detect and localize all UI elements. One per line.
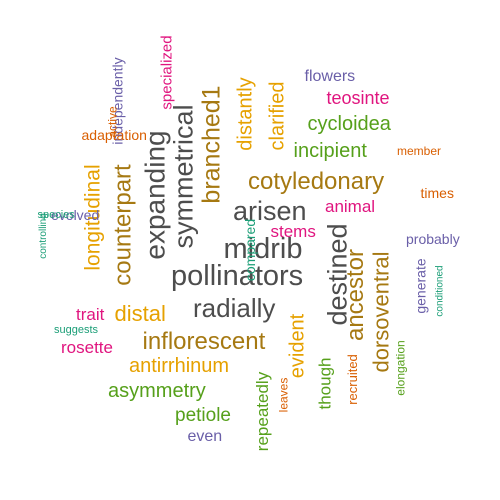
word-clarified: clarified bbox=[265, 81, 288, 151]
word-distal: distal bbox=[114, 301, 166, 326]
word-conditioned: conditioned bbox=[434, 265, 446, 317]
word-elongation: elongation bbox=[393, 340, 408, 396]
word-distantly: distantly bbox=[234, 77, 257, 151]
word-flowers: flowers bbox=[304, 68, 356, 85]
word-ancestor: ancestor bbox=[342, 248, 370, 342]
word-adaptation: adaptation bbox=[81, 127, 147, 143]
word-species: species bbox=[37, 208, 75, 221]
word-leaves: leaves bbox=[275, 377, 290, 413]
word-branched1: branched1 bbox=[197, 84, 226, 204]
word-specialized: specialized bbox=[158, 34, 176, 110]
word-arisen: arisen bbox=[233, 195, 307, 226]
word-evident: evident bbox=[285, 313, 308, 379]
word-generate: generate bbox=[412, 258, 429, 314]
word-counterpart: counterpart bbox=[109, 164, 137, 286]
word-recruited: recruited bbox=[344, 353, 360, 405]
word-active: active bbox=[105, 106, 120, 138]
word-trait: trait bbox=[76, 304, 105, 324]
word-petiole: petiole bbox=[175, 404, 231, 426]
word-pollinators: pollinators bbox=[171, 259, 304, 292]
word-expanding: expanding bbox=[139, 130, 171, 260]
word-probably: probably bbox=[406, 231, 460, 247]
word-stems: stems bbox=[270, 221, 316, 241]
word-cotyledonary: cotyledonary bbox=[248, 168, 385, 195]
word-dorsoventral: dorsoventral bbox=[368, 251, 394, 373]
word-repeatedly: repeatedly bbox=[252, 371, 272, 451]
word-evolved: evolved bbox=[51, 207, 100, 223]
word-member: member bbox=[397, 144, 442, 158]
word-radially: radially bbox=[193, 293, 276, 323]
word-rosette: rosette bbox=[61, 337, 113, 357]
word-inflorescent: inflorescent bbox=[142, 328, 266, 355]
word-asymmetry: asymmetry bbox=[108, 380, 206, 402]
word-times: times bbox=[420, 185, 454, 201]
word-cycloidea: cycloidea bbox=[307, 113, 391, 135]
word-midrib: midrib bbox=[223, 232, 303, 265]
word-even: even bbox=[187, 428, 223, 445]
word-though: though bbox=[315, 357, 335, 409]
word-symmetrical: symmetrical bbox=[168, 103, 199, 249]
word-compared: compared bbox=[242, 218, 259, 282]
word-controlling: controlling bbox=[37, 213, 49, 259]
word-suggests: suggests bbox=[54, 323, 99, 336]
word-teosinte: teosinte bbox=[326, 88, 390, 108]
word-animal: animal bbox=[325, 196, 376, 216]
word-antirrhinum: antirrhinum bbox=[129, 355, 230, 377]
word-incipient: incipient bbox=[293, 140, 367, 162]
